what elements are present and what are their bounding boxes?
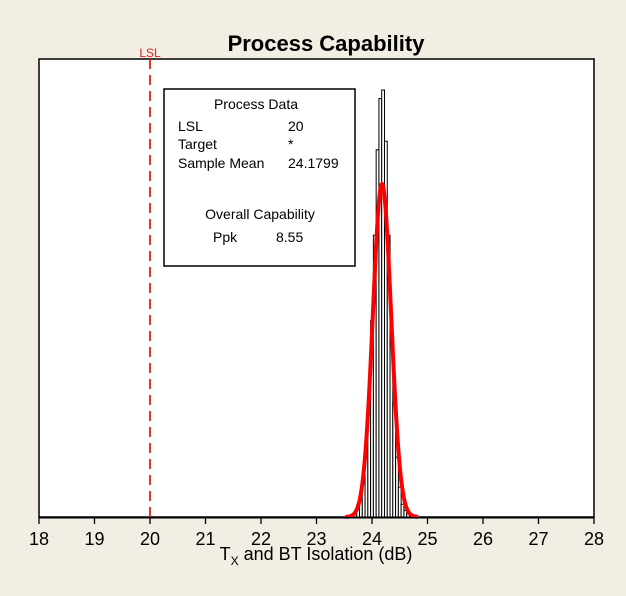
x-tick-label-5: 23 xyxy=(306,529,326,549)
x-tick-label-10: 28 xyxy=(584,529,604,549)
overall-capability-heading: Overall Capability xyxy=(205,206,315,222)
sample-mean-row-label: Sample Mean xyxy=(178,155,264,171)
target-row-label: Target xyxy=(178,136,217,152)
x-tick-label-2: 20 xyxy=(140,529,160,549)
process-data-heading: Process Data xyxy=(214,96,298,112)
lsl-row-label: LSL xyxy=(178,118,203,134)
x-tick-label-4: 22 xyxy=(251,529,271,549)
x-tick-label-3: 21 xyxy=(195,529,215,549)
x-axis-line xyxy=(39,517,594,519)
x-tick-label-7: 25 xyxy=(417,529,437,549)
process-data-box: Process Data LSL 20 Target * Sample Mean… xyxy=(163,88,356,267)
process-data-frame xyxy=(163,88,356,267)
x-axis-label-subscript: X xyxy=(231,554,239,568)
x-axis-label-main: T xyxy=(220,544,231,564)
x-axis-ticks: 18 19 20 21 22 23 24 25 26 27 28 xyxy=(29,517,604,549)
ppk-value: 8.55 xyxy=(276,229,303,245)
x-tick-label-9: 27 xyxy=(528,529,548,549)
sample-mean-row-value: 24.1799 xyxy=(288,155,339,171)
x-tick-label-0: 18 xyxy=(29,529,49,549)
x-tick-label-1: 19 xyxy=(84,529,104,549)
x-axis-label-suffix: and BT Isolation (dB) xyxy=(239,544,413,564)
ppk-label: Ppk xyxy=(213,229,238,245)
lsl-label: LSL xyxy=(139,46,161,60)
x-tick-label-8: 26 xyxy=(473,529,493,549)
target-row-value: * xyxy=(288,136,294,152)
x-tick-label-6: 24 xyxy=(362,529,382,549)
lsl-row-value: 20 xyxy=(288,118,304,134)
x-axis-label: TX and BT Isolation (dB) xyxy=(220,544,413,568)
fit-curve xyxy=(345,181,419,519)
chart-title: Process Capability xyxy=(228,31,426,56)
